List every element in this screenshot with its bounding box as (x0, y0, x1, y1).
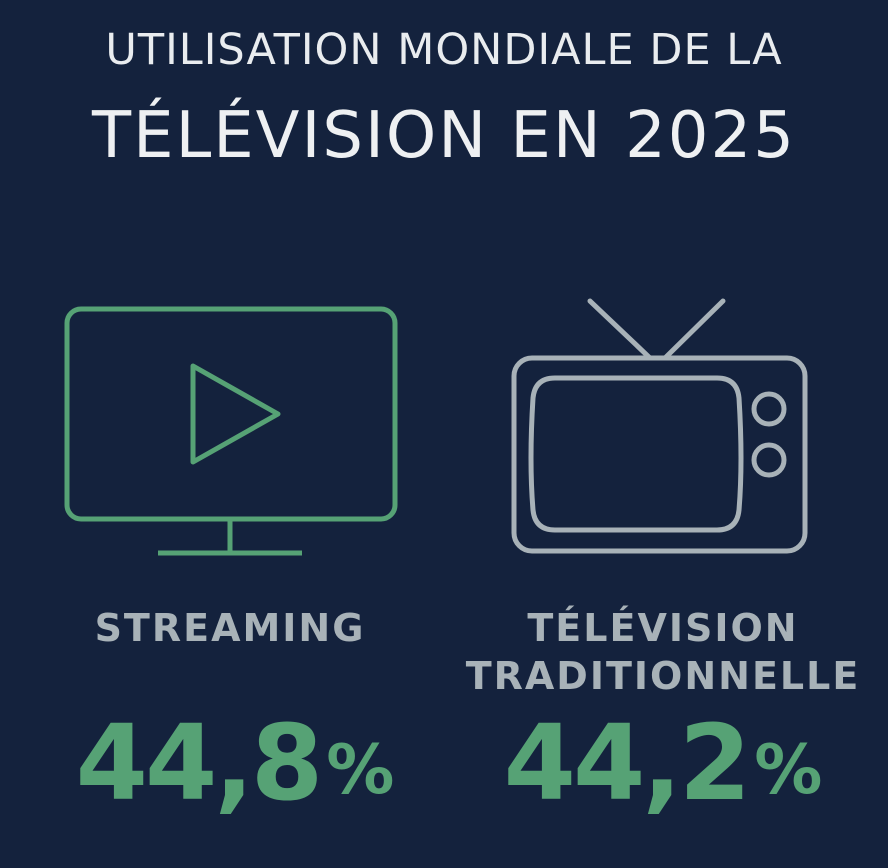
streaming-tv-play-icon (60, 300, 405, 565)
traditional-tv-label-line-1: TÉLÉVISION (527, 606, 799, 650)
title-line-1: UTILISATION MONDIALE DE LA (105, 25, 783, 75)
traditional-tv-percent-sign: % (754, 731, 823, 810)
traditional-tv-value: 44,2 (503, 702, 752, 824)
title-line-2: TÉLÉVISION EN 2025 (92, 99, 796, 173)
traditional-tv-label: TÉLÉVISION TRADITIONNELLE (458, 604, 868, 700)
retro-tv-antenna-icon (505, 292, 815, 560)
streaming-label: STREAMING (94, 606, 366, 650)
streaming-percentage: 44,8% (30, 708, 440, 818)
streaming-value: 44,8 (75, 702, 324, 824)
streaming-percent-sign: % (326, 731, 395, 810)
traditional-tv-percentage: 44,2% (458, 708, 868, 818)
traditional-tv-label-line-2: TRADITIONNELLE (465, 654, 861, 698)
